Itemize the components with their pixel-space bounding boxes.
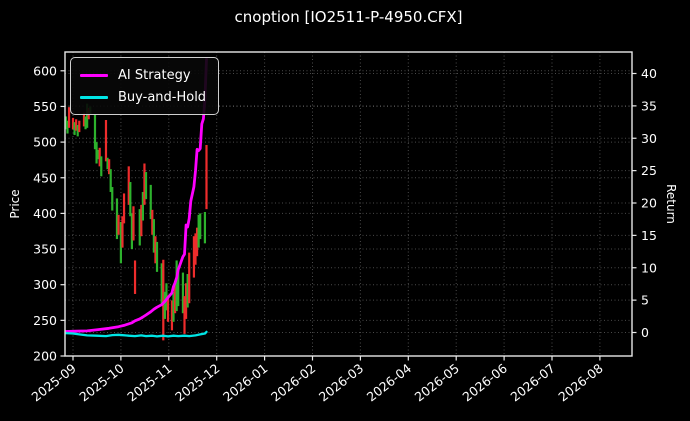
legend-label: AI Strategy (118, 67, 191, 83)
date-tick-label: 2025-11 (124, 361, 174, 405)
return-tick-label: 5 (641, 293, 649, 308)
return-tick-label: 40 (641, 66, 657, 81)
date-tick-label: 2026-01 (220, 361, 270, 405)
date-tick-label: 2026-08 (555, 361, 605, 405)
legend-item: AI Strategy (80, 64, 206, 86)
return-tick-label: 30 (641, 131, 657, 146)
date-tick-label: 2026-04 (364, 361, 414, 405)
date-tick-label: 2026-06 (460, 361, 510, 405)
legend-line-swatch (80, 73, 108, 77)
return-tick-label: 20 (641, 196, 657, 211)
return-tick-label: 35 (641, 98, 657, 113)
date-tick-label: 2025-12 (172, 361, 222, 405)
plot-border (64, 51, 633, 357)
price-tick-label: 350 (33, 242, 57, 257)
candles (65, 103, 208, 341)
return-tick-label: 0 (641, 325, 649, 340)
legend-label: Buy-and-Hold (118, 89, 207, 105)
price-tick-label: 600 (33, 63, 57, 78)
return-tick-label: 25 (641, 163, 657, 178)
price-tick-label: 400 (33, 206, 57, 221)
price-tick-label: 500 (33, 135, 57, 150)
chart-title: cnoption [IO2511-P-4950.CFX] (234, 8, 463, 26)
date-tick-label: 2026-02 (268, 361, 318, 405)
price-tick-label: 550 (33, 99, 57, 114)
date-tick-label: 2026-05 (412, 361, 462, 405)
date-tick-label: 2025-09 (28, 361, 78, 405)
legend-line-swatch (80, 95, 108, 99)
return-tick-label: 15 (641, 228, 657, 243)
legend: AI Strategy Buy-and-Hold (70, 57, 220, 115)
price-tick-label: 300 (33, 277, 57, 292)
date-tick-label: 2025-10 (76, 361, 126, 405)
date-tick-label: 2026-03 (316, 361, 366, 405)
series-line (65, 57, 208, 333)
price-tick-label: 450 (33, 170, 57, 185)
date-tick-label: 2026-07 (507, 361, 557, 405)
price-tick-label: 250 (33, 313, 57, 328)
price-tick-label: 200 (33, 349, 57, 364)
series-buy-and-hold (65, 330, 208, 338)
series-line (65, 330, 208, 338)
legend-item: Buy-and-Hold (80, 86, 206, 108)
return-tick-label: 10 (641, 260, 657, 275)
series-ai-strategy (65, 57, 208, 333)
